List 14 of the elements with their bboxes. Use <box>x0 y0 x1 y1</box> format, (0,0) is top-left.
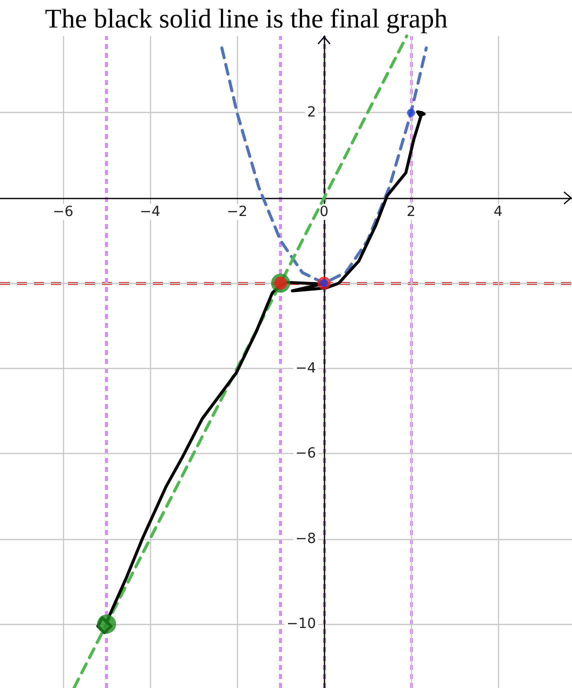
y-tick-label: −4 <box>295 360 316 376</box>
x-tick-label: −2 <box>226 204 248 220</box>
x-tick-label: 0 <box>320 204 329 220</box>
y-tick-label: 2 <box>307 104 316 121</box>
chart-title: The black solid line is the final graph <box>45 4 448 34</box>
x-tick-label: −4 <box>140 204 160 220</box>
x-tick-label: 4 <box>494 204 503 220</box>
y-tick-label: −8 <box>295 530 316 547</box>
y-tick-label: −6 <box>295 446 316 462</box>
point <box>97 614 116 634</box>
x-tick-label: −6 <box>52 204 74 220</box>
y-tick-label: −10 <box>286 616 316 632</box>
point <box>407 108 416 117</box>
x-tick-label: 2 <box>406 204 416 220</box>
